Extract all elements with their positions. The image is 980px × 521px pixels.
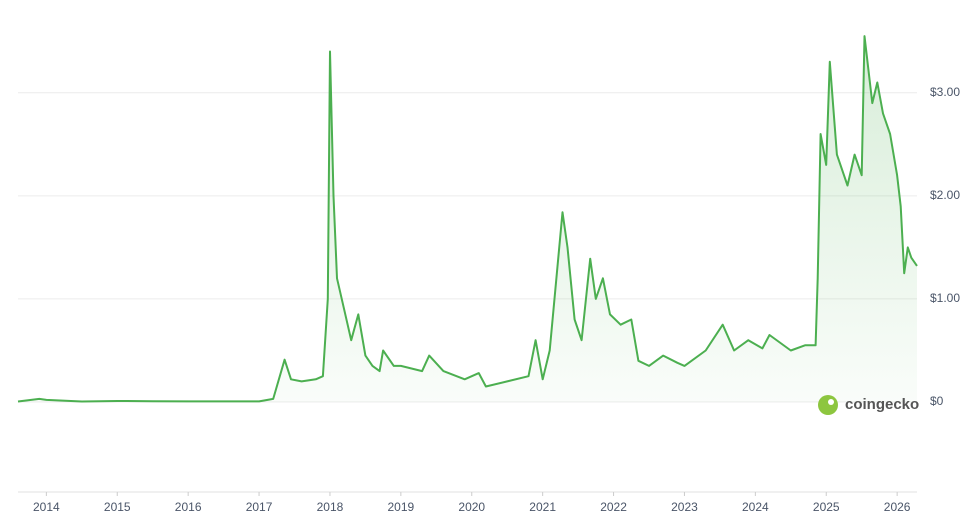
y-tick-label: $3.00 — [930, 85, 960, 99]
area-fill — [18, 36, 917, 402]
price-line — [17, 35, 918, 403]
x-tick-label: 2021 — [529, 500, 556, 514]
watermark: coingecko — [818, 395, 919, 415]
x-tick-label: 2016 — [175, 500, 202, 514]
x-tick-label: 2024 — [742, 500, 769, 514]
x-tick-label: 2026 — [884, 500, 911, 514]
x-tick-label: 2018 — [317, 500, 344, 514]
x-tick-label: 2022 — [600, 500, 627, 514]
x-tick-label: 2020 — [458, 500, 485, 514]
y-tick-label: $1.00 — [930, 291, 960, 305]
x-tick-label: 2025 — [813, 500, 840, 514]
x-tick-label: 2023 — [671, 500, 698, 514]
x-tick-label: 2015 — [104, 500, 131, 514]
y-tick-label: $0 — [930, 394, 944, 408]
x-tick-label: 2017 — [246, 500, 273, 514]
watermark-logo — [818, 395, 838, 415]
watermark-logo-eye — [828, 399, 834, 405]
x-tick-label: 2014 — [33, 500, 60, 514]
x-tick-label: 2019 — [388, 500, 415, 514]
y-tick-label: $2.00 — [930, 188, 960, 202]
watermark-text: coingecko — [845, 396, 919, 413]
